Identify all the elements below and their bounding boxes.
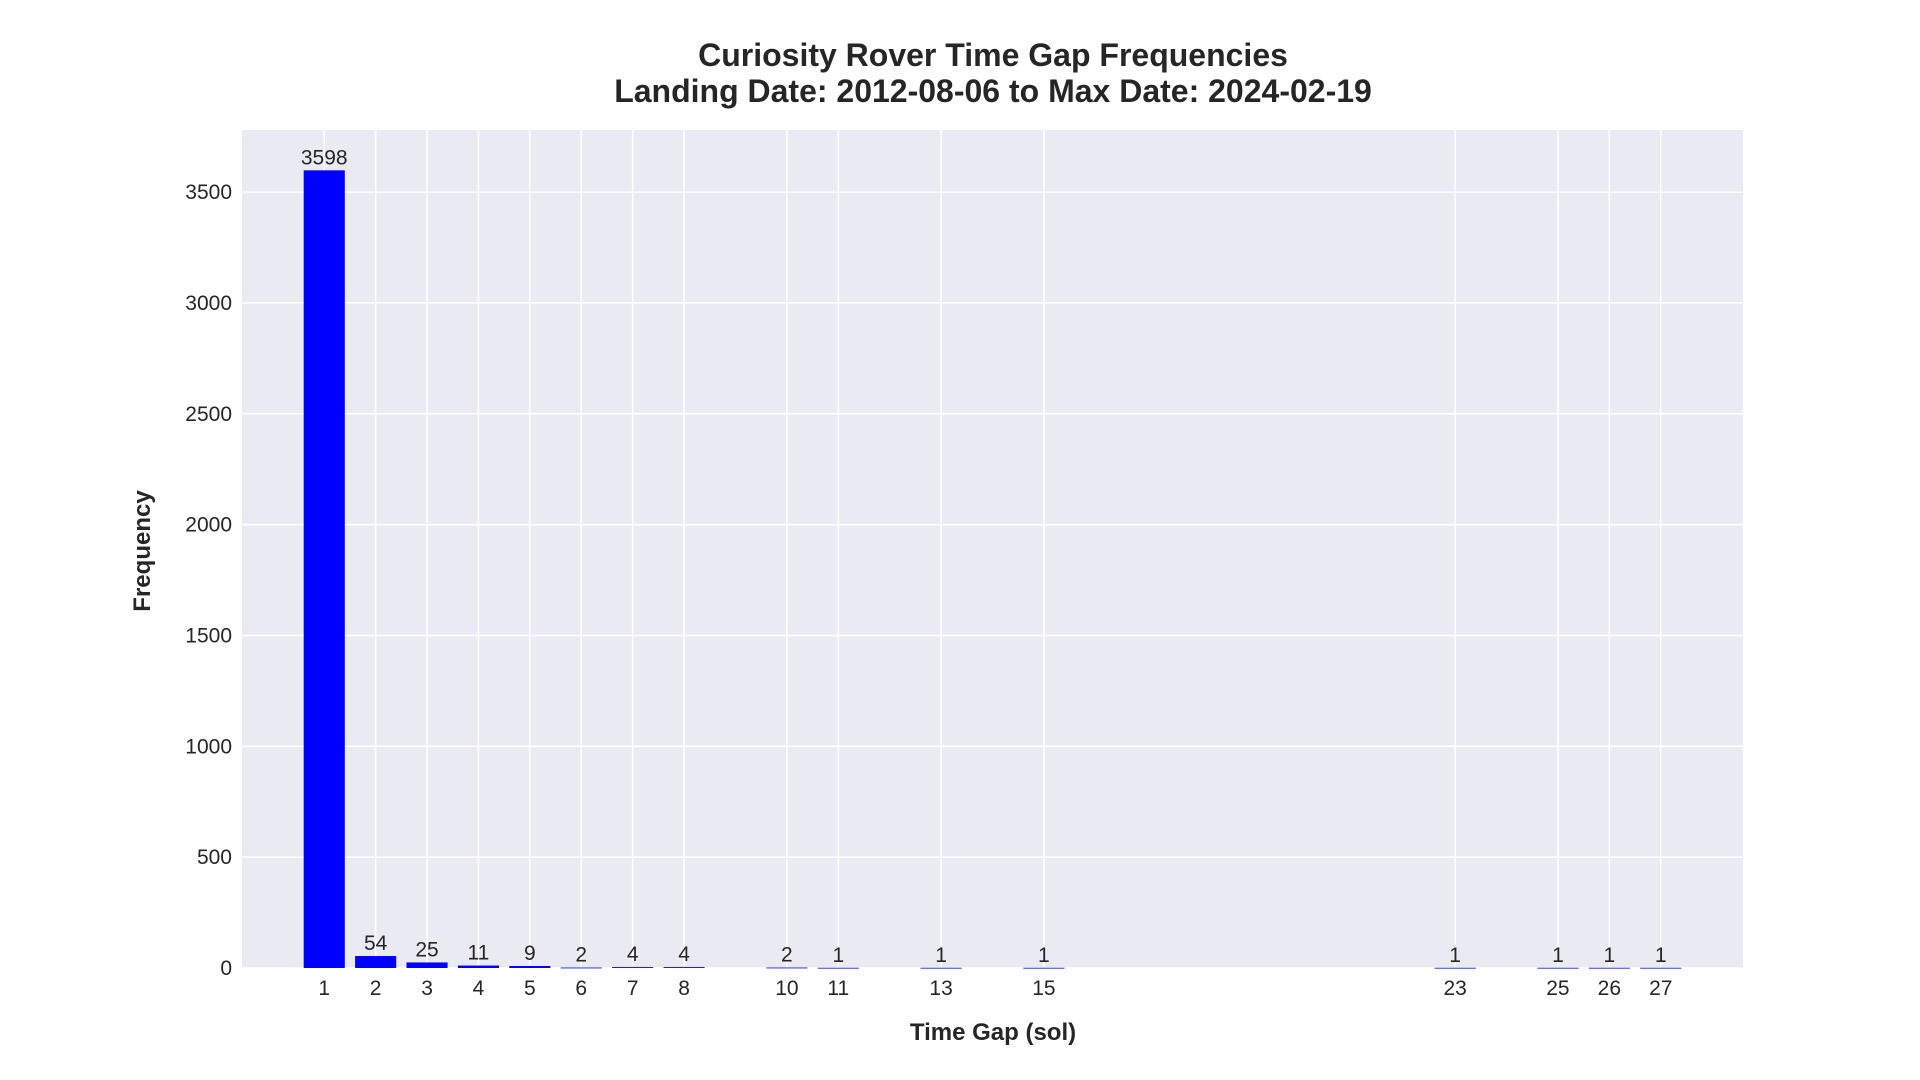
y-tick-label: 1000 [185, 735, 232, 758]
chart-subtitle: Landing Date: 2012-08-06 to Max Date: 20… [614, 73, 1372, 109]
x-tick-label: 1 [318, 977, 330, 1000]
bar-value-label: 3598 [301, 146, 348, 169]
bar-value-label: 4 [678, 943, 690, 966]
x-tick-label: 26 [1598, 977, 1621, 1000]
bar [766, 967, 808, 969]
bar [1023, 967, 1065, 969]
bar-value-label: 1 [832, 944, 844, 967]
y-tick-label: 0 [220, 957, 232, 980]
x-tick-label: 10 [775, 977, 798, 1000]
bar-value-label: 4 [627, 943, 639, 966]
bar-value-label: 1 [1655, 944, 1667, 967]
y-tick-label: 500 [197, 846, 232, 869]
bar-value-label: 1 [935, 944, 947, 967]
x-tick-label: 27 [1649, 977, 1672, 1000]
bar [1434, 967, 1476, 969]
x-ticks: 1 2 3 4 5 6 7 8 10 11 13 15 23 25 26 27 [318, 977, 1672, 1000]
x-tick-label: 11 [827, 977, 849, 1000]
bar [1588, 967, 1630, 969]
bar-value-label: 2 [781, 944, 793, 967]
y-tick-label: 2000 [185, 514, 232, 537]
x-tick-label: 7 [627, 977, 639, 1000]
x-tick-label: 3 [421, 977, 433, 1000]
x-tick-label: 25 [1546, 977, 1569, 1000]
x-tick-label: 23 [1443, 977, 1466, 1000]
bar [355, 956, 397, 968]
bar [817, 967, 859, 969]
bar-value-label: 9 [524, 942, 536, 965]
x-tick-label: 6 [575, 977, 587, 1000]
y-ticks: 0 500 1000 1500 2000 2500 3000 3500 [185, 181, 232, 980]
bar-value-label: 11 [468, 942, 490, 965]
x-tick-label: 5 [524, 977, 536, 1000]
bar-value-label: 1 [1552, 944, 1564, 967]
bar [1537, 967, 1579, 969]
chart-title: Curiosity Rover Time Gap Frequencies [698, 37, 1288, 73]
bar-value-label: 2 [575, 944, 587, 967]
plot-area [242, 130, 1743, 968]
bar [1640, 967, 1682, 969]
bar-value-label: 54 [364, 932, 388, 955]
x-tick-label: 8 [678, 977, 690, 1000]
y-tick-label: 3000 [185, 292, 232, 315]
y-tick-label: 1500 [185, 624, 232, 647]
bar [303, 170, 345, 968]
bar [920, 967, 962, 969]
grid-lines [242, 130, 1743, 969]
bar-value-label: 1 [1038, 944, 1050, 967]
bar-value-label: 1 [1449, 944, 1461, 967]
bar-value-label: 25 [415, 938, 438, 961]
y-axis-label: Frequency [129, 490, 156, 612]
bar [560, 967, 602, 969]
x-tick-label: 15 [1032, 977, 1055, 1000]
bar [406, 962, 448, 968]
bar-value-label: 1 [1604, 944, 1616, 967]
bar [612, 967, 654, 968]
bar [509, 966, 551, 968]
x-axis-label: Time Gap (sol) [910, 1019, 1076, 1046]
y-tick-label: 2500 [185, 403, 232, 426]
bar [457, 965, 500, 968]
bar [663, 967, 705, 968]
bars [303, 170, 1682, 969]
x-tick-label: 2 [370, 977, 382, 1000]
x-tick-label: 13 [929, 977, 952, 1000]
x-tick-label: 4 [473, 977, 485, 1000]
y-tick-label: 3500 [185, 181, 232, 204]
